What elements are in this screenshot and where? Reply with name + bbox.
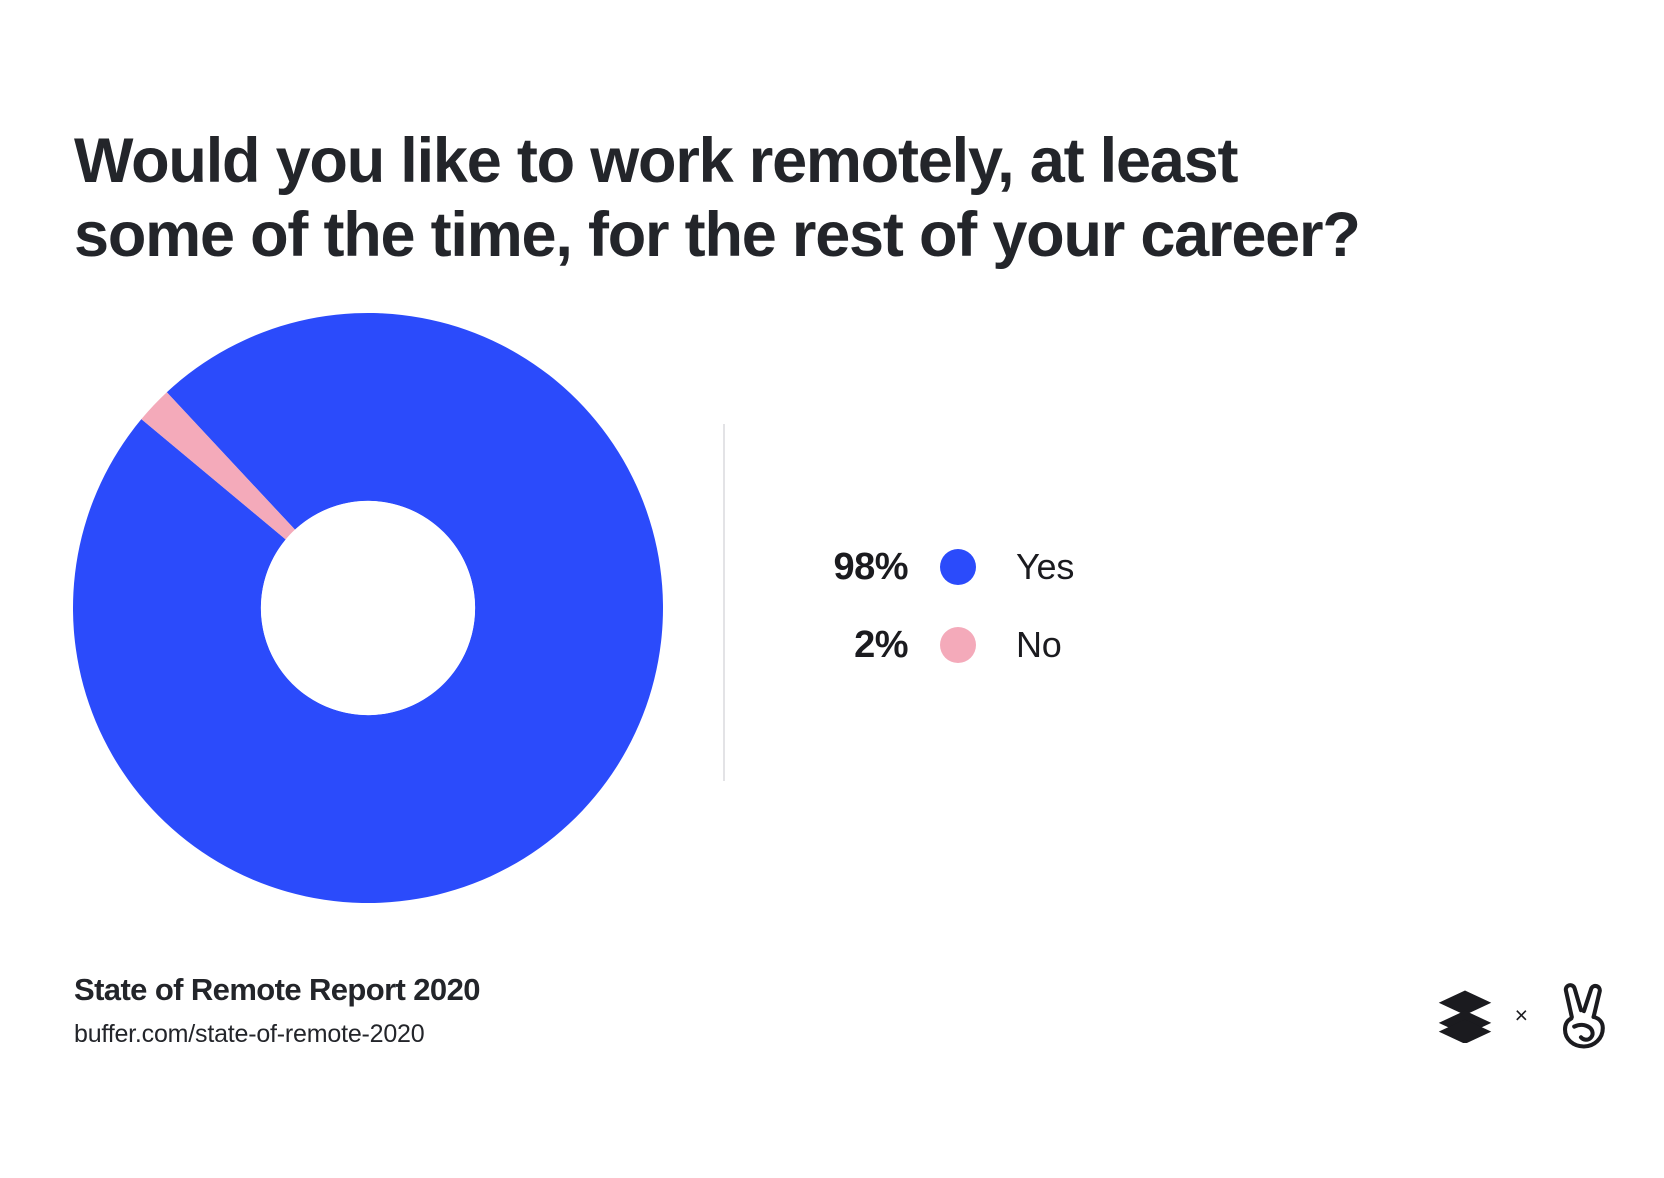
- legend-divider: [723, 424, 725, 781]
- source-title: State of Remote Report 2020: [74, 972, 480, 1007]
- chart-legend: 98% Yes 2% No: [790, 528, 1220, 684]
- donut-chart: [73, 313, 663, 903]
- legend-percent-no: 2%: [854, 623, 908, 666]
- legend-color-swatch-no: [940, 627, 976, 663]
- brand-lockup: ×: [1437, 975, 1612, 1055]
- donut-center-hole: [260, 500, 476, 716]
- donut-chart-svg: [73, 313, 663, 903]
- page-title: Would you like to work remotely, at leas…: [74, 126, 1361, 271]
- angellist-logo-icon: [1550, 978, 1612, 1052]
- donut-slice-yes[interactable]: [73, 313, 663, 903]
- source-url: buffer.com/state-of-remote-2020: [74, 1020, 425, 1048]
- legend-label-yes: Yes: [1016, 546, 1075, 587]
- buffer-logo-icon: [1437, 987, 1493, 1043]
- legend-item-no[interactable]: 2% No: [790, 606, 1220, 684]
- brand-separator-x: ×: [1514, 1001, 1528, 1028]
- donut-slice-no[interactable]: [141, 392, 295, 540]
- legend-label-no: No: [1016, 624, 1062, 665]
- legend-percent-yes: 98%: [833, 545, 908, 588]
- legend-item-yes[interactable]: 98% Yes: [790, 528, 1220, 606]
- legend-color-swatch-yes: [940, 549, 976, 585]
